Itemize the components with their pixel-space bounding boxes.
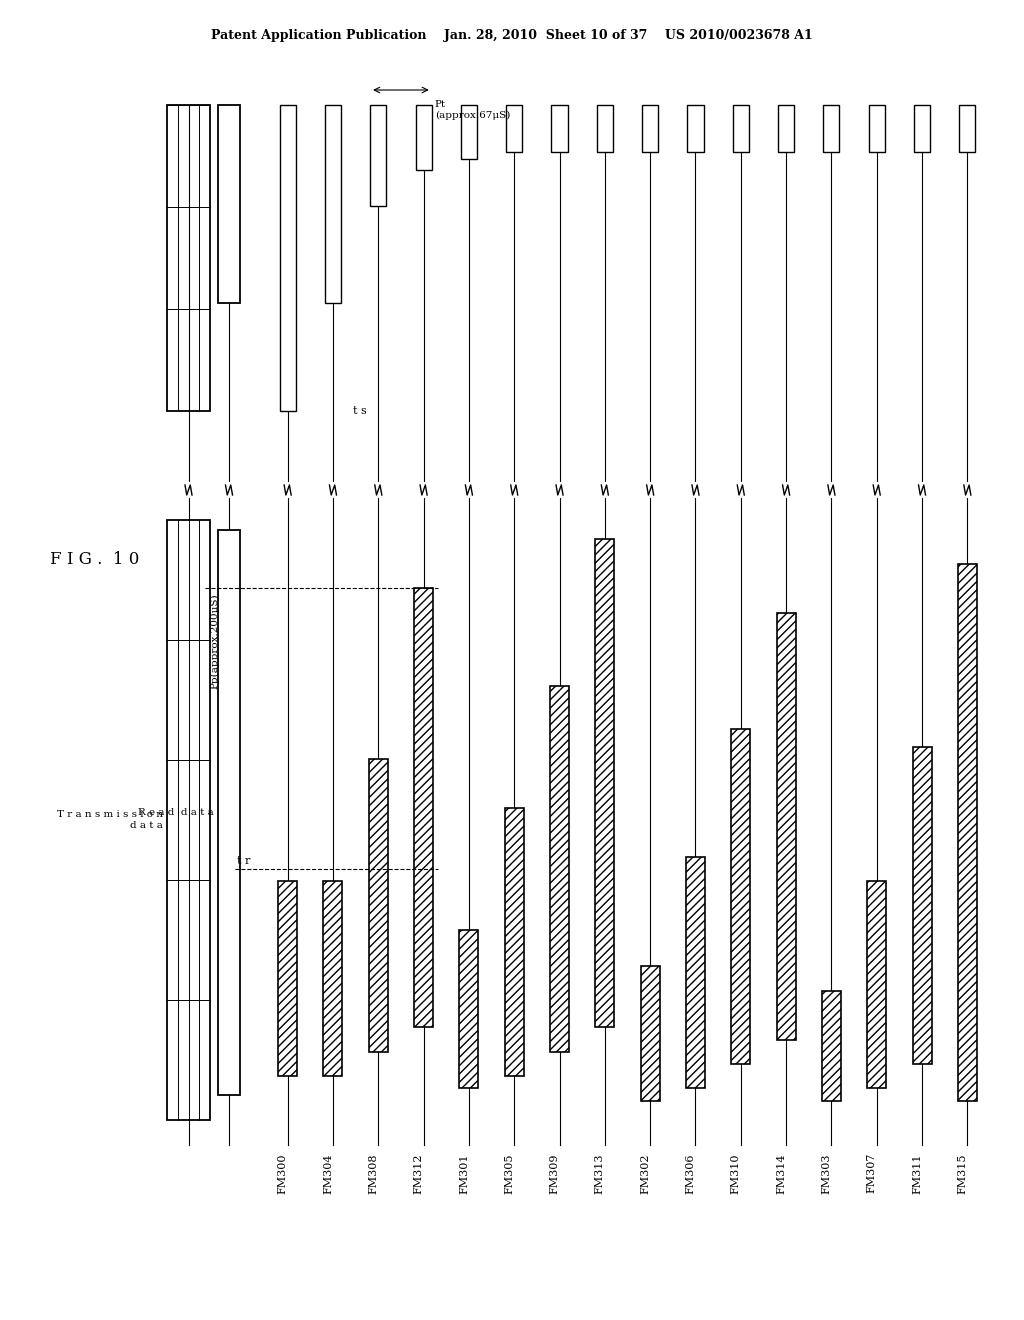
Bar	[280, 106, 296, 411]
Bar	[369, 759, 388, 1052]
Bar	[167, 520, 210, 1119]
Text: FM311: FM311	[912, 1152, 922, 1193]
Bar	[686, 857, 705, 1089]
Bar	[597, 106, 613, 152]
Text: Pt
(approx.67μS): Pt (approx.67μS)	[434, 100, 510, 120]
Text: Patent Application Publication    Jan. 28, 2010  Sheet 10 of 37    US 2010/00236: Patent Application Publication Jan. 28, …	[211, 29, 813, 41]
Bar	[867, 880, 886, 1089]
Text: T r a n s m i s s i o n
d a t a: T r a n s m i s s i o n d a t a	[57, 810, 163, 830]
Text: FM313: FM313	[595, 1152, 605, 1193]
Text: Pp(approx.200μS): Pp(approx.200μS)	[210, 593, 219, 689]
Bar	[324, 880, 342, 1076]
Bar	[733, 106, 749, 152]
Bar	[279, 880, 297, 1076]
Bar	[218, 106, 240, 304]
Text: R e a d  d a t a: R e a d d a t a	[138, 808, 214, 817]
Text: t r: t r	[237, 855, 251, 866]
Text: FM307: FM307	[866, 1152, 877, 1193]
Text: F I G .  1 0: F I G . 1 0	[50, 552, 139, 569]
Bar	[776, 612, 796, 1040]
Text: FM315: FM315	[957, 1152, 968, 1193]
Bar	[505, 808, 523, 1076]
Bar	[959, 106, 976, 152]
Text: FM310: FM310	[731, 1152, 740, 1193]
Bar	[416, 106, 432, 170]
Text: FM302: FM302	[640, 1152, 650, 1193]
Bar	[868, 106, 885, 152]
Bar	[461, 106, 477, 158]
Bar	[595, 540, 614, 1027]
Bar	[325, 106, 341, 304]
Bar	[550, 686, 569, 1052]
Bar	[822, 991, 841, 1101]
Text: FM312: FM312	[414, 1152, 424, 1193]
Bar	[957, 564, 977, 1101]
Bar	[414, 589, 433, 1027]
Text: FM305: FM305	[504, 1152, 514, 1193]
Text: FM308: FM308	[369, 1152, 378, 1193]
Text: FM309: FM309	[550, 1152, 559, 1193]
Text: FM314: FM314	[776, 1152, 786, 1193]
Bar	[914, 106, 930, 152]
Bar	[552, 106, 567, 152]
Bar	[687, 106, 703, 152]
Bar	[218, 531, 240, 1096]
Text: FM301: FM301	[459, 1152, 469, 1193]
Bar	[167, 106, 210, 411]
Bar	[506, 106, 522, 152]
Bar	[778, 106, 795, 152]
Text: FM304: FM304	[323, 1152, 333, 1193]
Bar	[371, 106, 386, 206]
Text: FM300: FM300	[278, 1152, 288, 1193]
Bar	[641, 966, 659, 1101]
Bar	[460, 929, 478, 1089]
Text: t s: t s	[352, 407, 367, 416]
Bar	[642, 106, 658, 152]
Text: FM306: FM306	[685, 1152, 695, 1193]
Text: FM303: FM303	[821, 1152, 831, 1193]
Bar	[731, 729, 751, 1064]
Bar	[912, 747, 932, 1064]
Bar	[823, 106, 840, 152]
